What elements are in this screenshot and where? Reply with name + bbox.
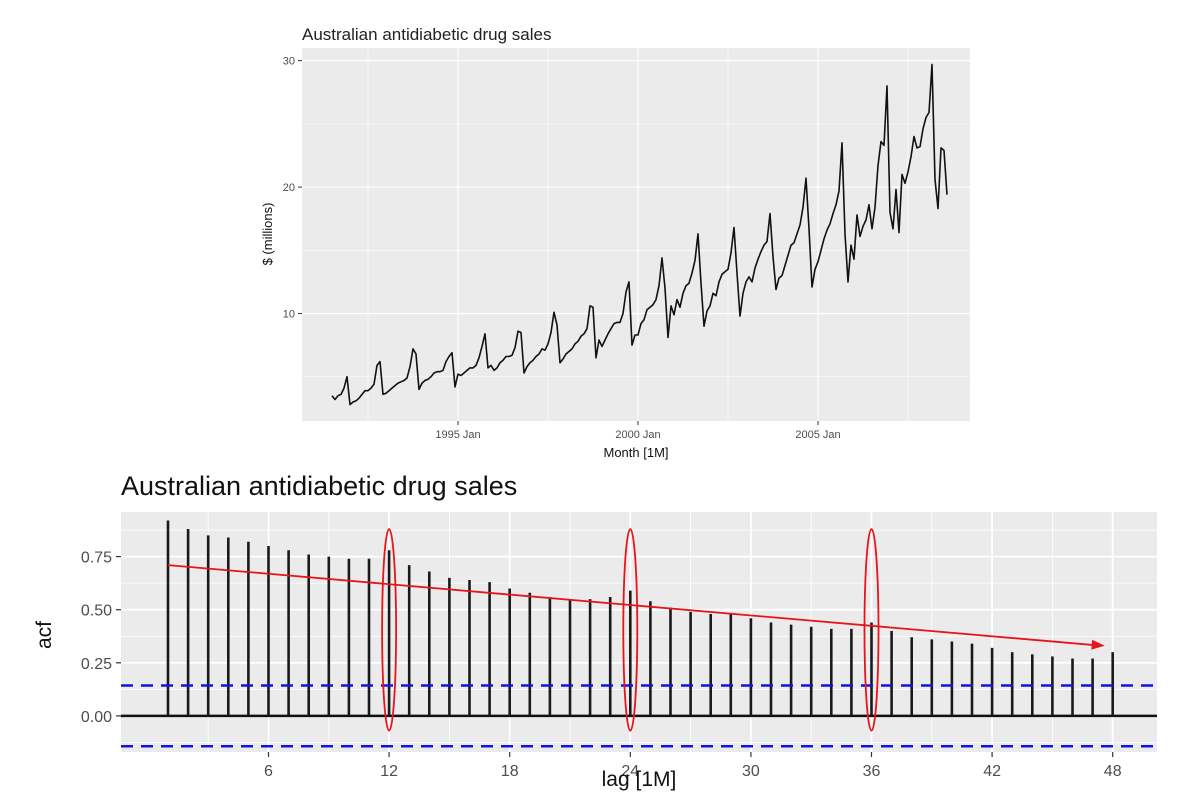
acf-bar-chart: Australian antidiabetic drug sales 0.000… (33, 471, 1157, 791)
highlight-ellipse (622, 528, 639, 732)
x-tick-label: 6 (264, 763, 273, 780)
x-tick-label: 24 (621, 763, 639, 780)
acf-bars (166, 520, 1114, 716)
y-axis-ticks: 0.00 0.25 0.50 0.75 (81, 550, 121, 726)
grid-lines (302, 48, 970, 421)
x-axis-label: lag [1M] (602, 768, 677, 791)
trend-arrow-head (1091, 639, 1105, 650)
trend-arrow-line (167, 564, 1097, 647)
y-axis-label: $ (millions) (260, 203, 275, 266)
x-tick-label: 1995 Jan (435, 429, 480, 441)
x-tick-label: 18 (501, 763, 519, 780)
sales-series-line (331, 63, 948, 406)
chart-title: Australian antidiabetic drug sales (302, 25, 551, 44)
x-axis-ticks: 1995 Jan 2000 Jan 2005 Jan (435, 421, 841, 441)
x-tick-label: 2000 Jan (615, 429, 660, 441)
y-axis-ticks: 10 20 30 (283, 56, 302, 321)
x-tick-label: 48 (1104, 763, 1122, 780)
y-tick-label: 10 (283, 309, 295, 321)
annotations (167, 528, 1105, 732)
chart-title: Australian antidiabetic drug sales (121, 471, 517, 501)
x-tick-label: 42 (983, 763, 1001, 780)
x-tick-label: 30 (742, 763, 760, 780)
y-tick-label: 30 (283, 56, 295, 68)
sales-line-chart: Australian antidiabetic drug sales 10 20 3… (260, 25, 970, 460)
plot-panel (302, 48, 970, 421)
x-tick-label: 2005 Jan (795, 429, 840, 441)
y-axis-label: acf (33, 621, 56, 649)
y-tick-label: 0.75 (81, 550, 112, 567)
highlight-ellipse (381, 528, 398, 732)
y-tick-label: 0.00 (81, 709, 112, 726)
y-tick-label: 0.50 (81, 603, 112, 620)
highlight-ellipse (863, 528, 880, 732)
x-tick-label: 12 (380, 763, 398, 780)
y-tick-label: 0.25 (81, 656, 112, 673)
x-tick-label: 36 (863, 763, 881, 780)
x-axis-ticks: 6 12 18 24 30 36 42 48 (264, 752, 1122, 780)
x-axis-label: Month [1M] (603, 445, 668, 460)
y-tick-label: 20 (283, 182, 295, 194)
plot-panel (121, 512, 1157, 752)
